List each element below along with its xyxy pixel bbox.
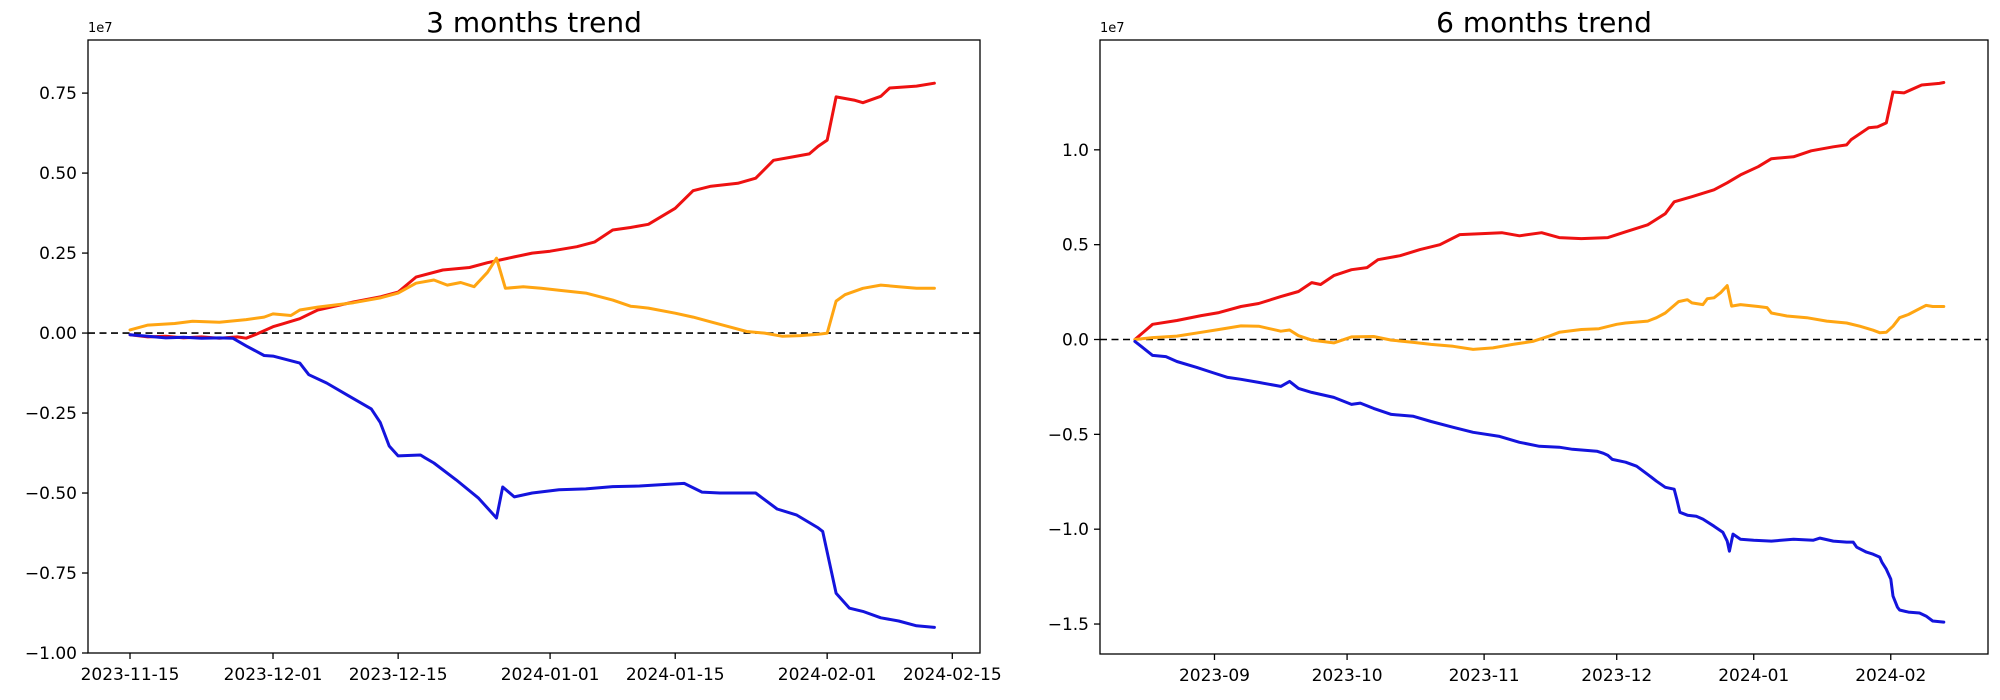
series-line-gains xyxy=(1133,81,1946,341)
x-tick-label: 2023-11-15 xyxy=(81,665,180,685)
x-tick-label: 2023-10 xyxy=(1312,666,1383,686)
y-axis-offset-label-left: 1e7 xyxy=(88,21,113,36)
plot-area-3-months: 0.750.500.250.00−0.25−0.50−0.75−1.002023… xyxy=(25,39,1002,685)
y-tick-label: 0.50 xyxy=(39,164,77,184)
y-tick-label: 0.00 xyxy=(39,324,77,344)
x-tick-label: 2023-11 xyxy=(1449,666,1520,686)
y-tick-label: −0.25 xyxy=(25,404,77,424)
series-line-net xyxy=(128,256,936,338)
y-tick-label: 0.0 xyxy=(1062,331,1089,351)
series-line-losses xyxy=(128,333,936,629)
plot-area-6-months: 1.0 0.5 0.0 −0.5 −1.0 −1.5 2023-09 2023-10 2023-… xyxy=(1048,39,1989,686)
x-tick-label: 2024-01 xyxy=(1718,666,1789,686)
x-tick-label: 2024-02 xyxy=(1855,666,1926,686)
series-line-losses xyxy=(1133,339,1946,624)
x-tick-label: 2023-12 xyxy=(1581,666,1652,686)
chart-3-months: 3 months trend 1e7 0.75 0.50 0.25 0.00 −0.25… xyxy=(25,6,1002,685)
y-tick-label: −1.5 xyxy=(1048,615,1089,635)
plot-border xyxy=(1099,39,1989,655)
chart-6-months: 6 months trend 1e7 1.0 0.5 0.0 −0.5 −1.0 −1.5… xyxy=(1048,6,1989,686)
series-line-net xyxy=(1133,284,1946,351)
y-tick-label: −0.75 xyxy=(25,564,77,584)
y-tick-label: 0.75 xyxy=(39,84,77,104)
x-tick-label: 2023-12-15 xyxy=(349,665,448,685)
y-tick-label: 0.25 xyxy=(39,244,77,264)
y-tick-label: −1.00 xyxy=(25,644,77,664)
y-tick-label: −0.50 xyxy=(25,484,77,504)
x-tick-label: 2024-02-01 xyxy=(778,665,877,685)
y-axis-offset-label-right: 1e7 xyxy=(1100,21,1125,36)
x-tick-label: 2024-01-01 xyxy=(501,665,600,685)
x-tick-label: 2024-02-15 xyxy=(903,665,1002,685)
y-tick-label: 1.0 xyxy=(1062,141,1089,161)
chart-title-3-months: 3 months trend xyxy=(426,6,642,39)
series-line-gains xyxy=(128,81,936,340)
chart-title-6-months: 6 months trend xyxy=(1436,6,1652,39)
x-tick-label: 2024-01-15 xyxy=(626,665,725,685)
y-tick-label: 0.5 xyxy=(1062,236,1089,256)
x-tick-label: 2023-09 xyxy=(1179,666,1250,686)
y-tick-label: −1.0 xyxy=(1048,520,1089,540)
x-tick-label: 2023-12-01 xyxy=(224,665,323,685)
y-tick-label: −0.5 xyxy=(1048,425,1089,445)
plot-border xyxy=(87,39,981,654)
